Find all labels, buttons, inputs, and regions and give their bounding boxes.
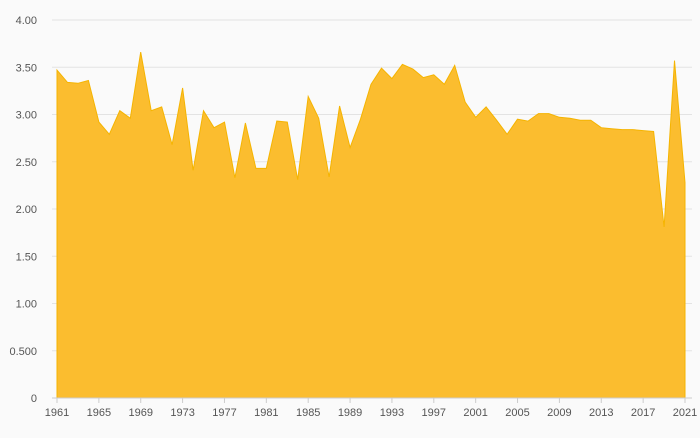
x-tick-label: 1997 (422, 407, 446, 419)
area-fill (57, 52, 685, 398)
x-tick-label: 1969 (128, 407, 152, 419)
x-tick-label: 1965 (87, 407, 111, 419)
x-tick-label: 2001 (463, 407, 487, 419)
x-tick-label: 2009 (547, 407, 571, 419)
y-tick-label: 3.50 (16, 62, 37, 74)
y-tick-label: 1.00 (16, 299, 37, 311)
y-tick-label: 2.50 (16, 157, 37, 169)
x-tick-label: 1973 (170, 407, 194, 419)
y-tick-label: 4.00 (16, 15, 37, 27)
y-tick-label: 0.500 (9, 346, 37, 358)
x-tick-label: 2005 (505, 407, 529, 419)
y-tick-label: 0 (31, 393, 37, 405)
y-tick-label: 3.00 (16, 110, 37, 122)
y-tick-label: 1.50 (16, 251, 37, 263)
x-tick-label: 1977 (212, 407, 236, 419)
x-tick-label: 2013 (589, 407, 613, 419)
area-series (57, 52, 685, 398)
y-tick-label: 2.00 (16, 204, 37, 216)
x-tick-label: 1993 (380, 407, 404, 419)
x-tick-label: 1985 (296, 407, 320, 419)
x-tick-label: 1961 (45, 407, 69, 419)
x-tick-label: 1989 (338, 407, 362, 419)
x-tick-label: 2017 (631, 407, 655, 419)
x-tick-label: 1981 (254, 407, 278, 419)
x-tick-label: 2021 (673, 407, 697, 419)
